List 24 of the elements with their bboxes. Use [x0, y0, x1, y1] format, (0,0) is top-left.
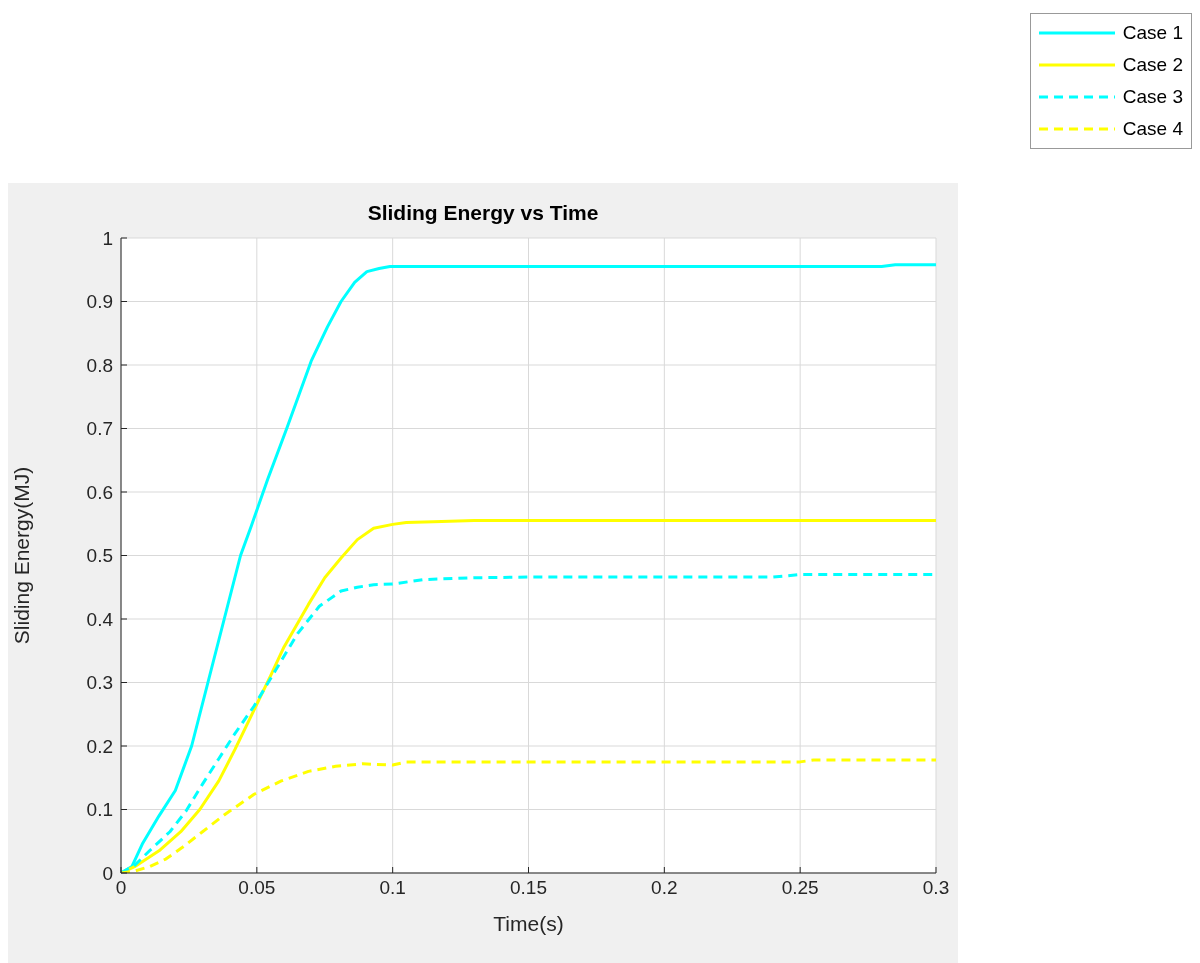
legend-label: Case 1 — [1122, 21, 1183, 45]
x-tick-label: 0.05 — [238, 877, 276, 899]
y-tick-label: 0.2 — [86, 735, 113, 757]
x-tick-label: 0.25 — [781, 877, 819, 899]
x-tick-label: 0.1 — [379, 877, 406, 899]
y-tick-label: 0.4 — [86, 608, 114, 630]
x-tick-label: 0.2 — [651, 877, 678, 899]
y-tick-label: 0.6 — [86, 481, 113, 503]
x-tick-label: 0.15 — [510, 877, 547, 899]
legend-label: Case 4 — [1122, 117, 1183, 141]
y-axis-title: Sliding Energy(MJ) — [10, 466, 34, 645]
y-tick-label: 0.3 — [86, 672, 113, 694]
x-tick-label: 0.3 — [922, 877, 950, 899]
chart-title: Sliding Energy vs Time — [366, 201, 600, 225]
legend-label: Case 3 — [1122, 85, 1183, 109]
y-tick-label: 0 — [102, 862, 113, 884]
y-tick-label: 0.1 — [86, 799, 113, 821]
legend-label: Case 2 — [1122, 53, 1183, 77]
x-axis-title: Time(s) — [493, 912, 564, 935]
y-tick-label: 0.5 — [86, 545, 113, 567]
y-tick-label: 0.9 — [86, 291, 113, 313]
y-tick-label: 0.8 — [86, 354, 113, 376]
y-tick-label: 0.7 — [86, 418, 113, 440]
y-tick-label: 1 — [102, 227, 113, 249]
